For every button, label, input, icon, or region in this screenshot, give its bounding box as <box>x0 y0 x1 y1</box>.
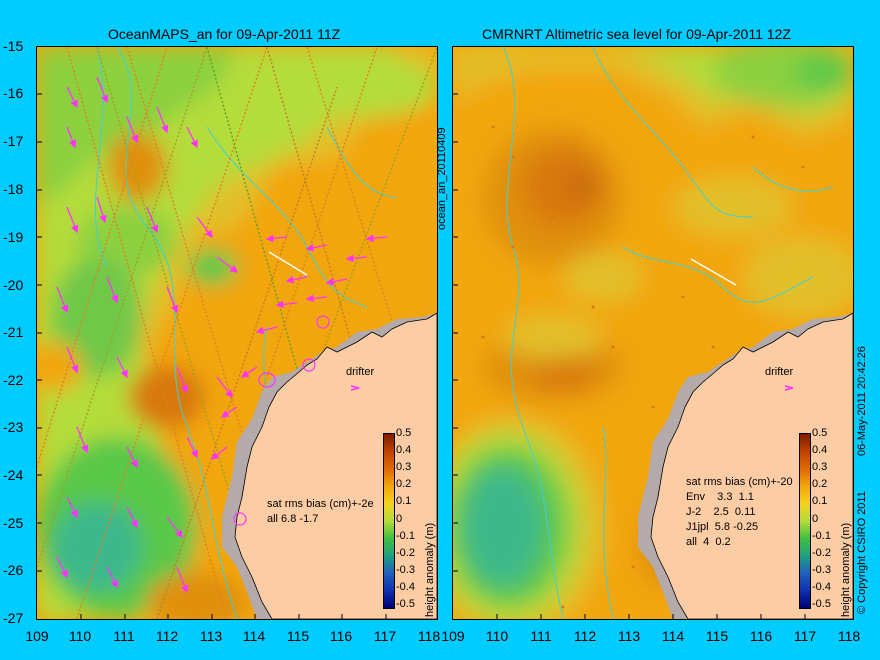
drifter-label: drifter <box>346 366 375 378</box>
y-tick-label: -26 <box>3 562 24 578</box>
x-tick-label: 112 <box>573 628 597 644</box>
colorbar-tick: 0.4 <box>812 444 828 456</box>
x-tick-label: 117 <box>373 628 397 644</box>
x-tick-label: 109 <box>441 628 465 644</box>
x-tick-label: 109 <box>25 628 49 644</box>
right-stats-box: sat rms bias (cm)+-20 Env 3.3 1.1 J-2 2.… <box>686 475 793 550</box>
colorbar-tick: -0.4 <box>812 581 831 593</box>
colorbar-tick: -0.1 <box>396 530 415 542</box>
left-map-svg <box>37 47 437 619</box>
x-tick-label: 118 <box>837 628 861 644</box>
left-map-panel: sat rms bias (cm)+-2e all 6.8 -1.7 drift… <box>36 46 438 620</box>
x-tick-label: 110 <box>68 628 92 644</box>
colorbar-tick: -0.3 <box>396 564 415 576</box>
colorbar-tick: -0.4 <box>396 581 415 593</box>
middle-file-label: ocean_an_20110409 <box>436 127 448 230</box>
x-tick-label: 116 <box>749 628 773 644</box>
right-map-panel: sat rms bias (cm)+-20 Env 3.3 1.1 J-2 2.… <box>452 46 854 620</box>
y-tick-label: -25 <box>3 515 24 531</box>
stats-line: sat rms bias (cm)+-20 <box>686 476 793 488</box>
generation-timestamp: 06-May-2011 20:42:26 <box>856 346 868 456</box>
left-colorbar <box>383 433 395 609</box>
x-tick-label: 115 <box>705 628 729 644</box>
colorbar-tick: 0.3 <box>396 461 412 473</box>
drifter-circle <box>302 358 316 372</box>
colorbar-tick: -0.3 <box>812 564 831 576</box>
colorbar-tick: 0.1 <box>396 495 412 507</box>
colorbar-tick: 0.5 <box>396 427 412 439</box>
white-transect-line <box>268 251 308 276</box>
stats-line: Env 3.3 1.1 <box>686 491 754 503</box>
colorbar-tick: -0.5 <box>812 598 831 610</box>
y-tick-label: -27 <box>3 610 24 626</box>
colorbar-tick: 0 <box>396 513 403 525</box>
x-tick-label: 114 <box>242 628 266 644</box>
stats-line: all 6.8 -1.7 <box>267 513 319 525</box>
x-tick-label: 114 <box>661 628 685 644</box>
x-tick-label: 116 <box>329 628 353 644</box>
x-tick-label: 117 <box>793 628 817 644</box>
right-map-svg <box>453 47 853 619</box>
x-tick-label: 113 <box>617 628 641 644</box>
left-panel-title: OceanMAPS_an for 09-Apr-2011 11Z <box>108 26 341 42</box>
drifter-circle <box>233 512 247 526</box>
colorbar-tick: -0.1 <box>812 530 831 542</box>
y-tick-label: -16 <box>3 85 24 101</box>
drifter-marker <box>350 385 360 391</box>
x-tick-label: 118 <box>417 628 441 644</box>
colorbar-tick: -0.2 <box>396 547 415 559</box>
drifter-marker <box>784 385 794 391</box>
colorbar-tick: -0.5 <box>396 598 415 610</box>
x-tick-label: 110 <box>485 628 509 644</box>
left-ticks <box>37 93 387 619</box>
colorbar-tick: 0.4 <box>396 444 412 456</box>
y-tick-label: -22 <box>3 372 24 388</box>
x-tick-label: 111 <box>530 628 552 644</box>
current-arrows <box>56 76 388 594</box>
white-transect-line <box>690 258 737 286</box>
colorbar-tick: 0.2 <box>812 478 828 490</box>
left-stats-box: sat rms bias (cm)+-2e all 6.8 -1.7 <box>267 497 374 527</box>
left-colorbar-label: height anomaly (m) <box>424 522 436 617</box>
right-colorbar <box>799 433 811 609</box>
drifter-circle <box>258 372 276 388</box>
x-tick-label: 111 <box>113 628 135 644</box>
drifter-label: drifter <box>765 366 794 378</box>
colorbar-tick: 0.1 <box>812 495 828 507</box>
y-tick-label: -18 <box>3 181 24 197</box>
y-tick-label: -17 <box>3 133 24 149</box>
stats-line: J1jpl 5.8 -0.25 <box>686 521 759 533</box>
stats-line: sat rms bias (cm)+-2e <box>267 498 374 510</box>
colorbar-tick: -0.2 <box>812 547 831 559</box>
colorbar-tick: 0 <box>812 513 819 525</box>
y-tick-label: -24 <box>3 467 24 483</box>
right-ticks <box>453 93 806 619</box>
drifter-circle <box>316 315 330 329</box>
x-tick-label: 115 <box>286 628 310 644</box>
colorbar-tick: 0.3 <box>812 461 828 473</box>
stats-line: all 4 0.2 <box>686 536 731 548</box>
y-tick-label: -21 <box>3 324 24 340</box>
x-tick-label: 113 <box>199 628 223 644</box>
right-panel-title: CMRNRT Altimetric sea level for 09-Apr-2… <box>482 26 791 42</box>
right-colorbar-label: height anomaly (m) <box>840 522 852 617</box>
stats-line: J-2 2.5 0.11 <box>686 506 756 518</box>
copyright-notice: © Copyright CSIRO 2011 <box>856 491 868 614</box>
colorbar-tick: 0.2 <box>396 478 412 490</box>
y-tick-label: -23 <box>3 419 24 435</box>
y-tick-label: -20 <box>3 277 24 293</box>
y-tick-label: -19 <box>3 229 24 245</box>
y-tick-label: -15 <box>3 38 24 54</box>
x-tick-label: 112 <box>155 628 179 644</box>
colorbar-tick: 0.5 <box>812 427 828 439</box>
